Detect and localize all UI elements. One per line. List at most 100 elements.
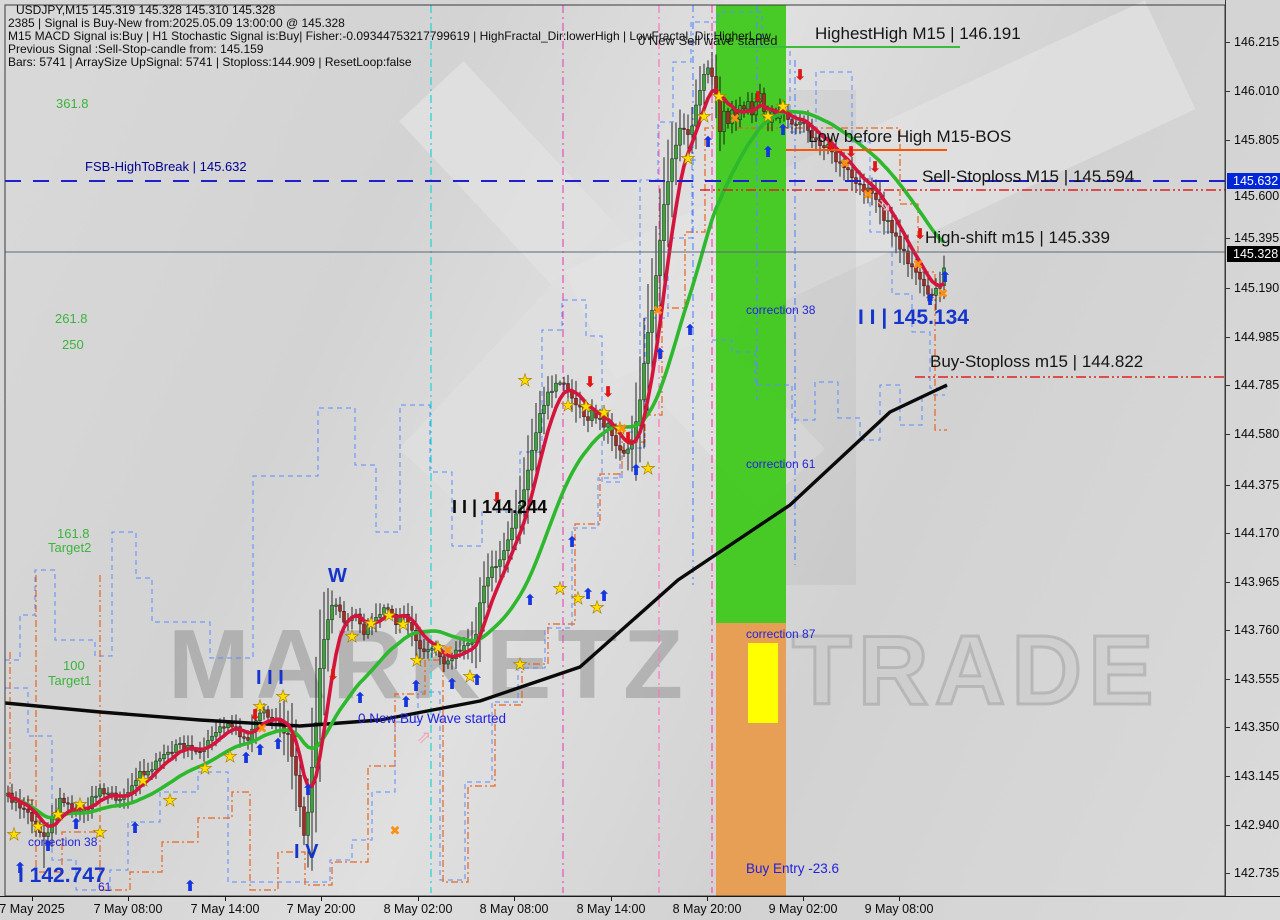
candle-body bbox=[414, 629, 418, 641]
time-axis[interactable]: 7 May 2025 7 May 08:00 7 May 14:00 7 May 20… bbox=[0, 896, 1280, 920]
candle-body bbox=[626, 448, 630, 454]
candle-body bbox=[886, 220, 890, 223]
candle-body bbox=[102, 788, 106, 795]
candle-body bbox=[378, 614, 382, 618]
bars-line: Bars: 5741 | ArraySize UpSignal: 5741 | … bbox=[8, 55, 412, 69]
candle-body bbox=[538, 413, 542, 434]
candle-body bbox=[598, 417, 602, 420]
sell-arrow-marker: ⬇ bbox=[602, 384, 615, 401]
hollow-arrow-marker: ⇘ bbox=[876, 195, 891, 215]
candle-body bbox=[910, 263, 914, 268]
buy-arrow-marker: ⬆ bbox=[924, 292, 937, 309]
candle-body bbox=[862, 184, 866, 192]
sell-arrow-marker: ⬇ bbox=[491, 490, 504, 507]
candle-body bbox=[542, 405, 546, 414]
candle-body bbox=[242, 736, 246, 739]
sell-arrow-marker: ⬇ bbox=[752, 89, 765, 106]
buy-star-marker: ★ bbox=[696, 107, 711, 126]
sell-arrow-marker: ⬇ bbox=[327, 667, 340, 684]
symbol-quote-line: USDJPY,M15 145.319 145.328 145.310 145.3… bbox=[16, 3, 276, 17]
ma-fast-line bbox=[6, 88, 945, 828]
candle-body bbox=[394, 613, 398, 625]
buy-arrow-marker: ⬆ bbox=[254, 742, 267, 759]
buy-star-outline: ★ bbox=[344, 627, 359, 646]
candle-body bbox=[38, 826, 42, 833]
candle-body bbox=[386, 607, 390, 610]
price-tick-mark bbox=[1226, 727, 1230, 728]
candle-body bbox=[22, 807, 26, 810]
price-tick-label: 144.985 bbox=[1234, 330, 1280, 344]
price-tick-mark bbox=[1226, 825, 1230, 826]
indicators-line: M15 MACD Signal is:Buy | H1 Stochastic S… bbox=[8, 29, 771, 43]
candle-body bbox=[894, 232, 898, 237]
candle-body bbox=[486, 577, 490, 587]
buy-arrow-marker: ⬆ bbox=[702, 134, 715, 151]
candle-body bbox=[106, 792, 110, 795]
candle-body bbox=[746, 101, 750, 110]
buy-star-marker: ★ bbox=[512, 655, 527, 674]
buy-star-outline: ★ bbox=[252, 697, 267, 716]
candle-body bbox=[30, 812, 34, 822]
candle-body bbox=[906, 250, 910, 265]
candle-body bbox=[574, 397, 578, 406]
candle-body bbox=[366, 624, 370, 635]
buy-arrow-marker: ⬆ bbox=[302, 782, 315, 799]
candle-body bbox=[162, 754, 166, 760]
cross-signal-marker: ✖ bbox=[617, 421, 628, 436]
time-tick-label: 7 May 2025 bbox=[0, 902, 65, 916]
candle-body bbox=[138, 771, 142, 781]
sell-arrow-marker: ⬇ bbox=[824, 137, 837, 154]
buy-star-marker: ★ bbox=[596, 403, 611, 422]
candle-body bbox=[58, 797, 62, 813]
buy-star-marker: ★ bbox=[775, 97, 790, 116]
candle-body bbox=[262, 709, 266, 714]
candle-body bbox=[142, 771, 146, 776]
candle-body bbox=[758, 93, 762, 103]
candle-body bbox=[554, 382, 558, 392]
buy-arrow-marker: ⬆ bbox=[272, 736, 285, 753]
buy-star-marker: ★ bbox=[50, 805, 65, 824]
buy-star-marker: ★ bbox=[612, 419, 627, 438]
candle-body bbox=[34, 820, 38, 827]
candle-body bbox=[510, 527, 514, 541]
candle-body bbox=[330, 605, 334, 621]
candle-body bbox=[222, 726, 226, 729]
sell-arrow-marker: ⬇ bbox=[584, 374, 597, 391]
price-tick-mark bbox=[1226, 776, 1230, 777]
buy-star-outline: ★ bbox=[570, 589, 585, 608]
candle-body bbox=[930, 293, 934, 296]
buy-star-marker: ★ bbox=[252, 697, 267, 716]
buy-star-outline: ★ bbox=[72, 795, 87, 814]
time-tick-mark bbox=[899, 897, 900, 901]
candle-body bbox=[246, 737, 250, 741]
price-axis[interactable]: 146.215 146.010 145.805 145.395 145.190 144.9… bbox=[1225, 0, 1280, 896]
buy-star-outline: ★ bbox=[395, 615, 410, 634]
price-tick-mark bbox=[1226, 533, 1230, 534]
fractal-channel-line bbox=[712, 339, 945, 441]
buy-star-marker: ★ bbox=[395, 615, 410, 634]
candle-body bbox=[382, 607, 386, 615]
candle-body bbox=[178, 743, 182, 745]
price-tick-label: 143.350 bbox=[1234, 720, 1280, 734]
buy-star-marker: ★ bbox=[589, 598, 604, 617]
candle-body bbox=[506, 539, 510, 551]
candle-body bbox=[918, 272, 922, 280]
price-tick-label: 145.190 bbox=[1234, 281, 1280, 295]
trailing-stop-line bbox=[35, 575, 100, 873]
candle-body bbox=[306, 811, 310, 836]
candle-body bbox=[546, 391, 550, 406]
buy-star-outline: ★ bbox=[197, 759, 212, 778]
candle-body bbox=[434, 648, 438, 651]
sell-arrow-marker: ⬇ bbox=[794, 67, 807, 84]
candle-body bbox=[794, 123, 798, 126]
buy-star-marker: ★ bbox=[430, 638, 445, 657]
candle-body bbox=[450, 658, 454, 662]
cross-signal-marker: ✖ bbox=[653, 303, 664, 318]
signal-line: 2385 | Signal is Buy-New from:2025.05.09… bbox=[8, 16, 345, 30]
candle-body bbox=[726, 110, 730, 124]
candle-body bbox=[682, 127, 686, 130]
candle-body bbox=[878, 199, 882, 208]
candle-body bbox=[810, 130, 814, 139]
